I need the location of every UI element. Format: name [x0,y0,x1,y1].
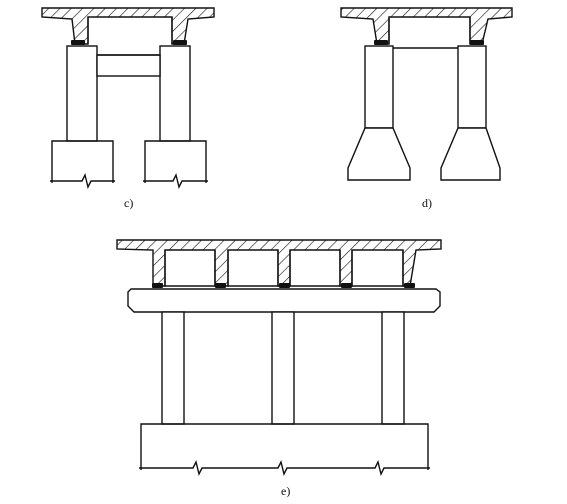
caption-e: e) [281,484,290,498]
bearing-c-right [173,40,187,45]
figure-e: e) [116,239,442,498]
deck-slab-c [41,7,215,45]
tie-beam-c [96,54,161,77]
bearing-c-left [71,40,85,45]
bearing-e-4 [341,283,352,288]
cap-beam-e [127,288,441,313]
bearing-e-2 [215,283,226,288]
deck-slab-d [340,7,513,45]
bearing-e-5 [404,283,415,288]
figure-c: c) [41,7,215,210]
column-c-left [66,45,98,142]
column-d-left [364,45,394,129]
figure-d: d) [340,7,513,210]
footing-d-left [347,127,411,181]
column-e-3 [381,311,405,425]
break-line-c-right [143,172,208,190]
bearing-d-left [374,40,388,45]
footing-e [140,423,429,470]
caption-d: d) [422,196,432,210]
footing-c-right [144,140,207,183]
column-e-2 [271,311,295,425]
column-c-right [159,45,191,142]
column-d-right [457,45,487,129]
bearing-e-1 [152,283,163,288]
caption-c: c) [124,196,133,210]
bearing-e-3 [279,283,290,288]
column-e-1 [161,311,185,425]
break-line-e [139,459,430,477]
footing-d-right [440,127,501,181]
break-line-c-left [50,172,115,190]
bearing-d-right [470,40,484,45]
footing-c-left [51,140,114,183]
